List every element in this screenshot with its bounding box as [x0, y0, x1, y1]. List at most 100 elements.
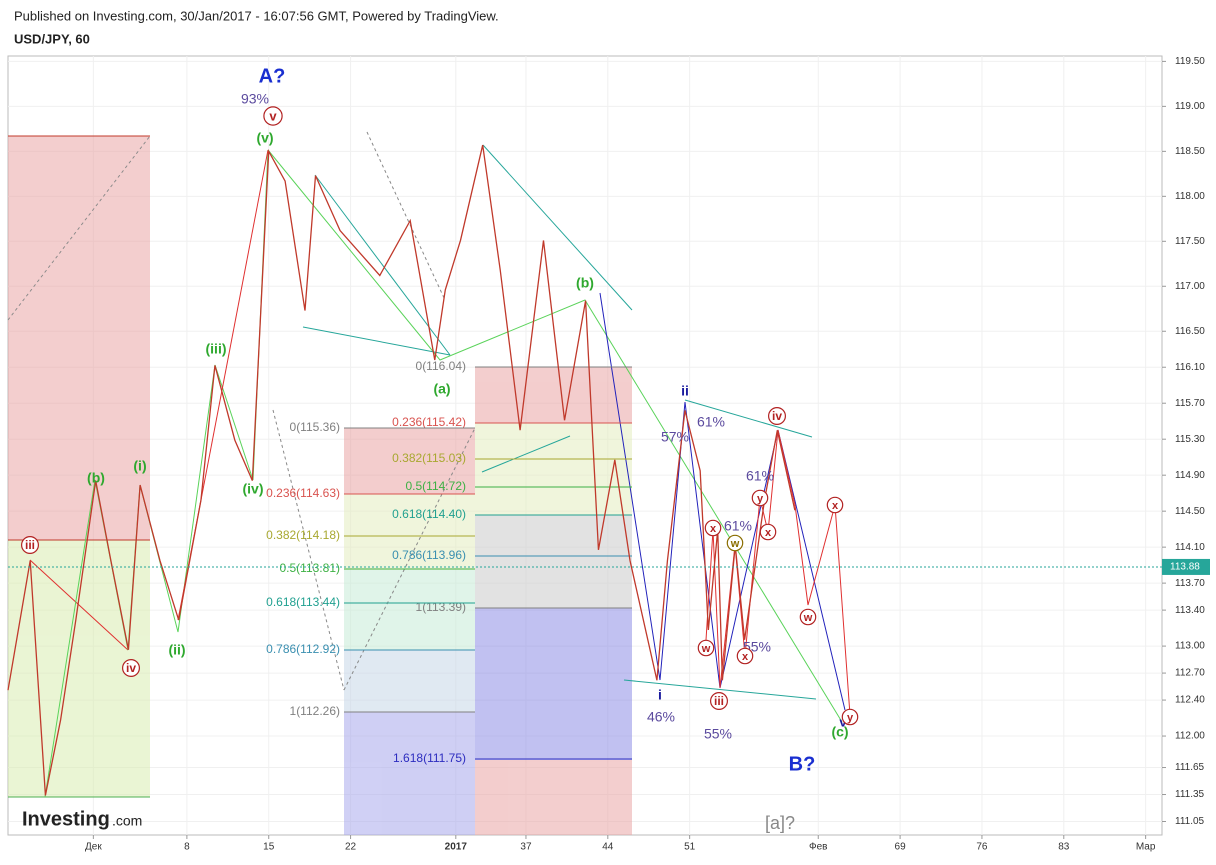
- fib-label: 0.786(112.92): [266, 642, 340, 656]
- y-tick-label: 111.05: [1175, 816, 1205, 827]
- y-tick-label: 118.50: [1175, 146, 1205, 157]
- last-price-label: 113.88: [1170, 562, 1200, 573]
- wave-label: 55%: [704, 726, 732, 742]
- x-tick-label: 69: [895, 842, 907, 853]
- wave-label: 93%: [241, 91, 269, 107]
- wave-label: iii: [714, 694, 724, 708]
- wave-circle: [121, 658, 140, 677]
- y-tick-label: 112.00: [1175, 731, 1205, 742]
- wave-label: (c): [831, 724, 848, 740]
- y-tick-label: 115.70: [1175, 398, 1205, 409]
- fib-label: 0.236(114.63): [266, 486, 340, 500]
- x-tick-label: 22: [345, 842, 357, 853]
- x-tick-label: 83: [1058, 842, 1070, 853]
- fib-label: 0.618(113.44): [266, 595, 340, 609]
- fib-label: 1(113.39): [416, 600, 466, 614]
- price-line: [7, 144, 796, 796]
- fib-label: 0.5(114.72): [406, 479, 467, 493]
- wave-circle: [263, 106, 283, 126]
- wave-label: (b): [87, 470, 105, 486]
- wave-label: x: [765, 527, 772, 539]
- wave-label: ii: [681, 383, 689, 399]
- wave-circle: [799, 608, 817, 626]
- x-tick-label: 44: [602, 842, 614, 853]
- wave-circle: [751, 489, 769, 507]
- y-tick-label: 119.50: [1175, 56, 1205, 67]
- y-tick-label: 116.50: [1175, 326, 1205, 337]
- last-price-box: [1162, 558, 1210, 575]
- y-tick-label: 111.65: [1175, 762, 1205, 773]
- wave-label: (iii): [206, 341, 227, 357]
- wave-label: y: [757, 493, 764, 505]
- x-tick-label: Фев: [809, 842, 827, 853]
- wave-label: 57%: [661, 429, 689, 445]
- wave-label: (b): [576, 275, 594, 291]
- wave-label: w: [803, 612, 813, 624]
- wave-label: iv: [126, 661, 136, 675]
- fib-label: 0.236(115.42): [392, 415, 466, 429]
- wave-circle: [697, 639, 715, 657]
- wave-label: 46%: [647, 709, 675, 725]
- symbol: USD/JPY, 60: [14, 31, 90, 46]
- wave-label: w: [701, 643, 711, 655]
- y-tick-label: 117.00: [1175, 281, 1205, 292]
- fib-label: 0(115.36): [290, 420, 340, 434]
- wave-label: 61%: [724, 518, 752, 534]
- wave-label: x: [710, 523, 717, 535]
- wave-label: w: [730, 538, 740, 550]
- fib-label: 0.618(114.40): [392, 507, 466, 521]
- fib-label: 0.382(114.18): [266, 528, 340, 542]
- wave-circle: [726, 534, 744, 552]
- wave-label: (a): [433, 381, 450, 397]
- wave-label: [a]?: [765, 813, 795, 833]
- fib-label: 0.786(113.96): [392, 548, 466, 562]
- wave-circle: [21, 535, 39, 554]
- fib-levels: 0(116.04) 0.236(115.42) 0.382(115.03) 0.5(1…: [266, 359, 632, 765]
- y-tick-label: 113.00: [1175, 641, 1205, 652]
- y-tick-label: 115.30: [1175, 434, 1205, 445]
- y-tick-label: 114.10: [1175, 542, 1205, 553]
- wave-label: (iv): [243, 481, 264, 497]
- x-tick-label: 2017: [445, 842, 468, 853]
- price: [7, 144, 796, 796]
- y-tick-label: 119.00: [1175, 101, 1205, 112]
- y-tick-label: 113.40: [1175, 605, 1205, 616]
- wave-circle: [826, 496, 844, 514]
- x-tick-label: 37: [520, 842, 532, 853]
- published-note: Published on Investing.com, 30/Jan/2017 …: [14, 8, 499, 23]
- y-tick-label: 117.50: [1175, 236, 1205, 247]
- logo-suffix: .com: [112, 813, 142, 829]
- annotations: A?93%v(v)(iii)(iv)(i)(ii)(b)iiiiv(a)(b)i…: [21, 65, 859, 833]
- wave-label: B?: [789, 753, 816, 775]
- wave-label: A?: [259, 65, 286, 87]
- fib-label: 0.382(115.03): [392, 451, 466, 465]
- y-tick-label: 116.10: [1175, 362, 1205, 373]
- wave-label: x: [832, 500, 839, 512]
- x-tick-label: 8: [184, 842, 190, 853]
- y-tick-label: 114.90: [1175, 470, 1205, 481]
- y-tick-label: 111.35: [1175, 789, 1205, 800]
- wave-label: y: [847, 712, 854, 724]
- wave-label: x: [742, 651, 749, 663]
- fib-label: 1(112.26): [290, 704, 340, 718]
- wave-circle: [709, 691, 728, 710]
- y-tick-label: 113.70: [1175, 578, 1205, 589]
- x-tick-label: Дек: [85, 842, 102, 853]
- x-tick-label: Мар: [1136, 842, 1156, 853]
- x-tick-label: 76: [976, 842, 988, 853]
- x-tick-label: 15: [263, 842, 275, 853]
- wave-circle: [767, 407, 786, 426]
- wave-label: (i): [133, 458, 146, 474]
- wave-label: i: [658, 687, 662, 703]
- fib-label: 1.618(111.75): [393, 751, 466, 765]
- wave-label: (ii): [168, 642, 185, 658]
- wave-label: (v): [256, 130, 273, 146]
- y-tick-label: 112.40: [1175, 695, 1205, 706]
- wave-circle: [736, 647, 754, 665]
- x-tick-label: 51: [684, 842, 696, 853]
- wave-label: 61%: [746, 468, 774, 484]
- y-tick-label: 112.70: [1175, 668, 1205, 679]
- y-tick-label: 118.00: [1175, 191, 1205, 202]
- wave-label: iv: [772, 409, 782, 423]
